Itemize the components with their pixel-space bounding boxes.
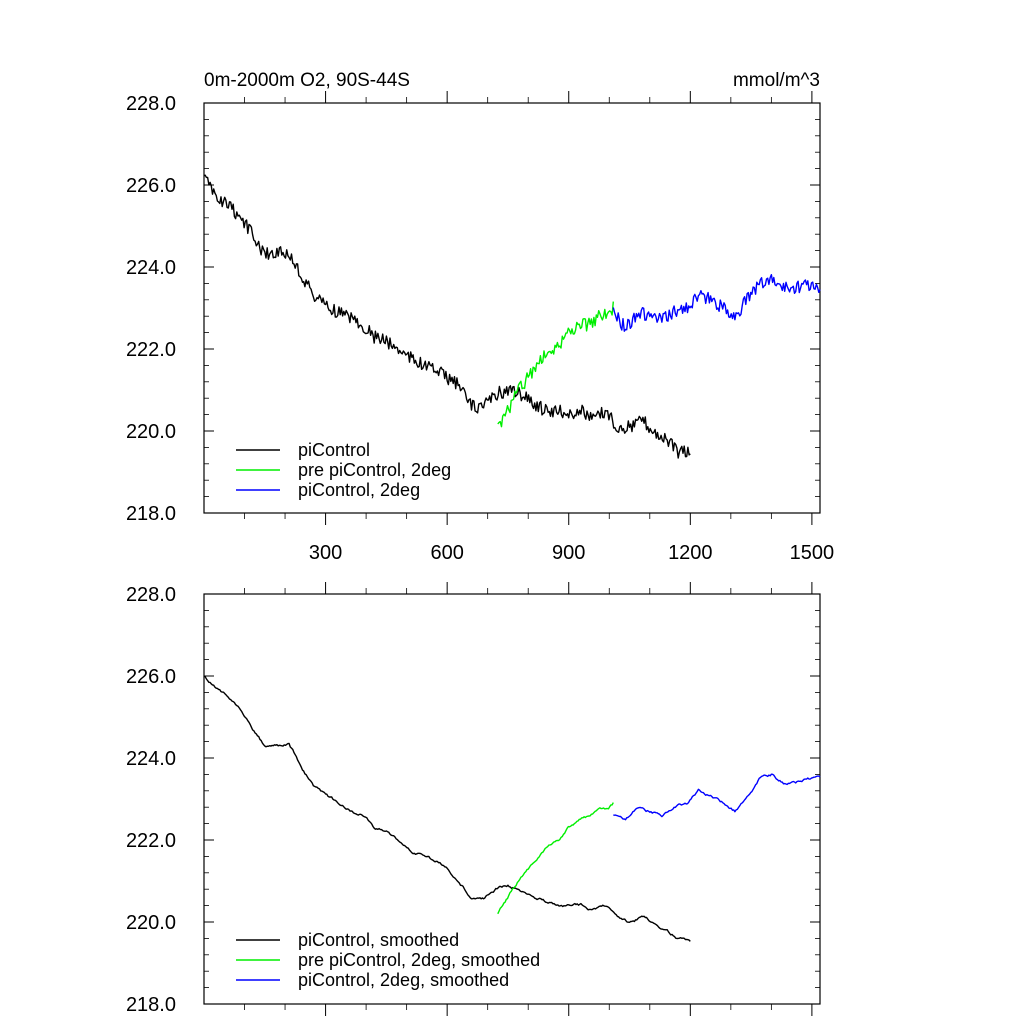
legend-label: pre piControl, 2deg, smoothed — [298, 950, 540, 970]
panel-bottom: 218.0 220.0 222.0 224.0 226.0 228.0 piControl… — [126, 582, 821, 1016]
series-line-picontrol — [203, 174, 691, 459]
panel-top: 0m-2000m O2, 90S-44S mmol/m^3 218.0 220.0… — [126, 70, 834, 564]
y-tick-label: 218.0 — [126, 994, 176, 1016]
legend-label: pre piControl, 2deg — [298, 460, 451, 480]
y-tick-label: 224.0 — [126, 257, 176, 279]
series-bottom — [203, 675, 821, 942]
legend-label: piControl, smoothed — [298, 930, 459, 950]
plot-frame-bottom — [203, 593, 821, 1005]
legend-label: piControl — [298, 440, 370, 460]
ticks-top: 218.0 220.0 222.0 224.0 226.0 228.0 300 600 900 1… — [126, 91, 834, 564]
x-tick-label: 300 — [309, 542, 342, 564]
series-line-picontrol-2deg — [612, 274, 821, 332]
chart-title: 0m-2000m O2, 90S-44S — [204, 70, 410, 91]
legend-label: piControl, 2deg — [298, 480, 420, 500]
y-tick-label: 218.0 — [126, 503, 176, 525]
y-tick-label: 228.0 — [126, 93, 176, 115]
plot-frame-top — [203, 102, 821, 514]
x-tick-label: 1500 — [790, 542, 835, 564]
x-tick-label: 1200 — [668, 542, 713, 564]
y-tick-label: 222.0 — [126, 830, 176, 852]
chart-units-label: mmol/m^3 — [733, 70, 820, 91]
x-tick-label: 600 — [430, 542, 463, 564]
series-line-picontrol-smoothed — [203, 675, 691, 942]
ticks-bottom: 218.0 220.0 222.0 224.0 226.0 228.0 — [126, 582, 820, 1016]
y-tick-label: 228.0 — [126, 584, 176, 606]
legend-label: piControl, 2deg, smoothed — [298, 970, 509, 990]
x-tick-label: 900 — [552, 542, 585, 564]
y-tick-label: 224.0 — [126, 748, 176, 770]
y-tick-label: 220.0 — [126, 421, 176, 443]
y-tick-label: 226.0 — [126, 175, 176, 197]
series-line-pre-picontrol-2deg — [497, 301, 614, 428]
series-top — [203, 174, 821, 459]
y-tick-label: 222.0 — [126, 339, 176, 361]
series-line-picontrol-2deg-smoothed — [613, 773, 821, 821]
y-tick-label: 226.0 — [126, 666, 176, 688]
series-line-pre-picontrol-2deg-smoothed — [497, 802, 614, 915]
y-tick-label: 220.0 — [126, 912, 176, 934]
